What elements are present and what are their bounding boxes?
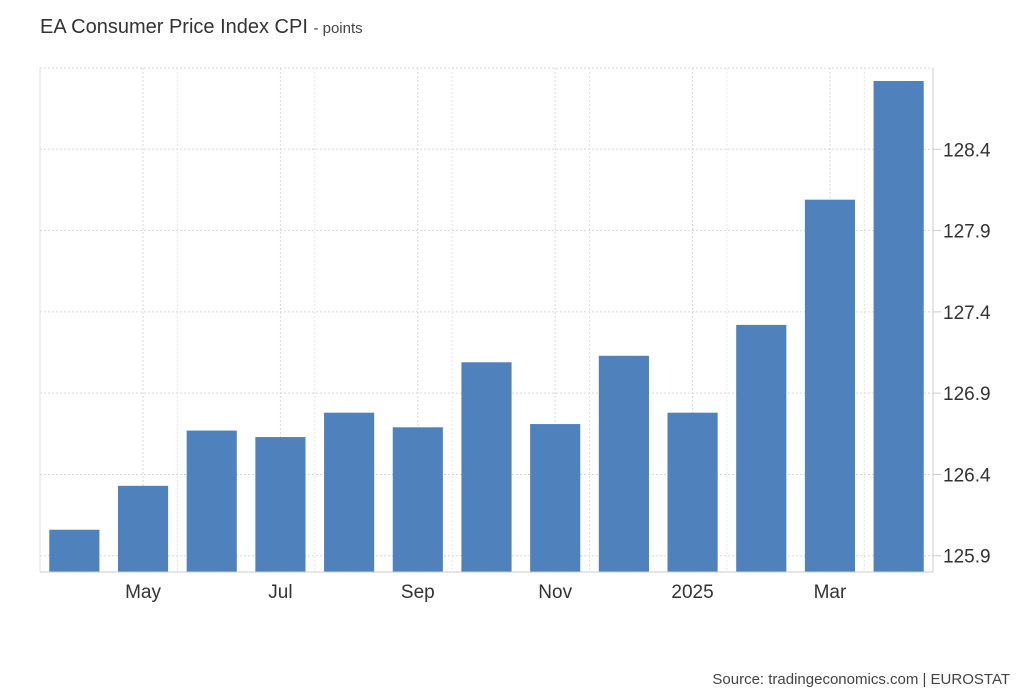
x-tick-label: 2025 bbox=[671, 582, 713, 603]
bar bbox=[598, 355, 649, 572]
chart-title-text: EA Consumer Price Index CPI bbox=[40, 16, 308, 38]
x-tick-label: May bbox=[125, 582, 161, 603]
bar bbox=[49, 529, 100, 572]
bar bbox=[667, 412, 718, 572]
x-tick-label: Nov bbox=[538, 582, 572, 603]
bar bbox=[461, 362, 512, 572]
bar bbox=[324, 412, 375, 572]
y-tick-label: 126.4 bbox=[943, 465, 991, 486]
bar bbox=[255, 437, 306, 572]
bar bbox=[530, 424, 581, 572]
source-note: Source: tradingeconomics.com | EUROSTAT bbox=[712, 671, 1010, 688]
y-tick-label: 125.9 bbox=[943, 547, 991, 568]
chart-title: EA Consumer Price Index CPI - points bbox=[40, 16, 363, 39]
y-axis-ticks: 125.9 126.4 126.9 127.4 127.9 128.4 bbox=[933, 140, 991, 568]
y-tick-label: 127.9 bbox=[943, 222, 991, 243]
x-axis-ticks: May Jul Sep Nov 2025 Mar bbox=[40, 571, 933, 603]
x-tick-label: Sep bbox=[401, 582, 435, 603]
bar bbox=[186, 430, 237, 572]
bar bbox=[117, 485, 169, 572]
bar bbox=[392, 427, 443, 572]
x-tick-label: Mar bbox=[814, 582, 847, 603]
bars bbox=[49, 81, 924, 573]
chart-title-unit: - points bbox=[313, 20, 363, 37]
bar bbox=[736, 324, 787, 572]
y-tick-label: 126.9 bbox=[943, 384, 991, 405]
bar bbox=[873, 81, 924, 572]
x-tick-label: Jul bbox=[268, 582, 292, 603]
y-tick-label: 128.4 bbox=[943, 140, 991, 161]
bar bbox=[804, 199, 856, 573]
y-tick-label: 127.4 bbox=[943, 303, 991, 324]
